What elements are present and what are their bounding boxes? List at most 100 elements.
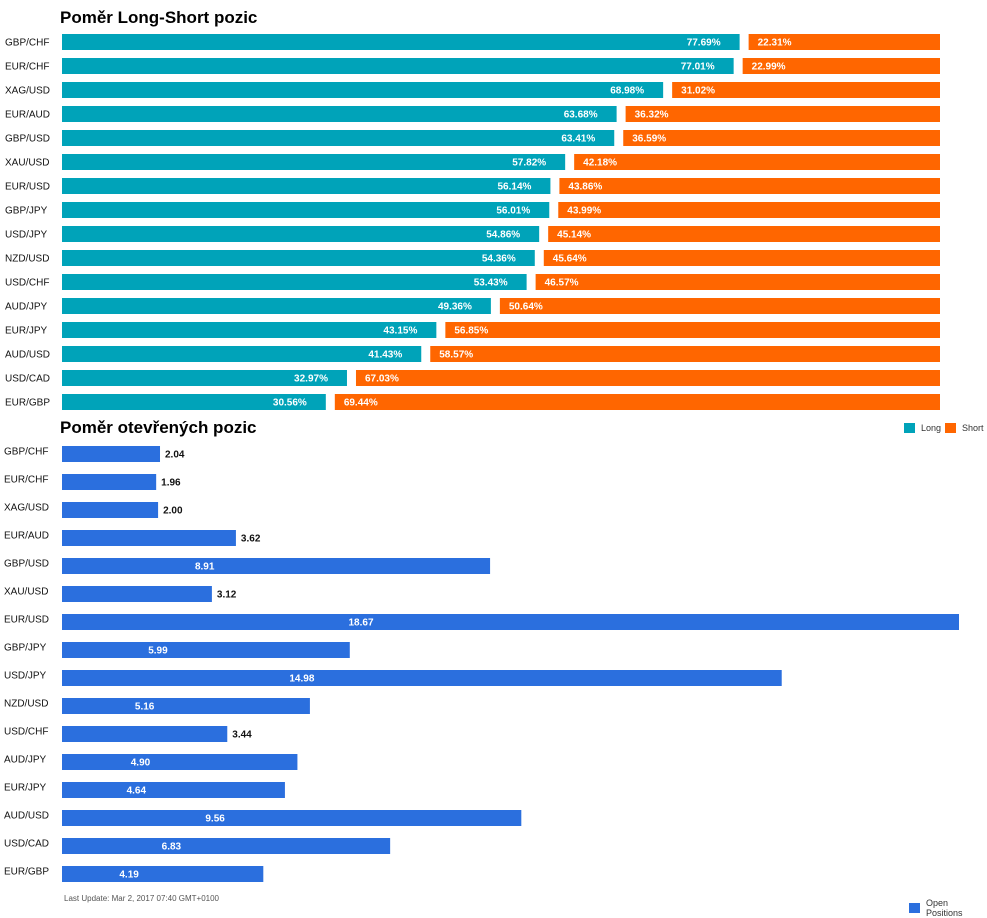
short-value-label-gbp-chf: 22.31%	[758, 38, 792, 49]
op-category-label-xag-usd: XAG/USD	[4, 503, 49, 514]
ls-category-label-xau-usd: XAU/USD	[5, 158, 49, 169]
long-bar-eur-jpy	[62, 322, 437, 338]
ls-category-label-xag-usd: XAG/USD	[5, 86, 50, 97]
short-bar-eur-usd	[559, 178, 940, 194]
ls-category-label-usd-chf: USD/CHF	[5, 278, 49, 289]
open-positions-bar-aud-jpy	[62, 754, 298, 770]
long-value-label-eur-jpy: 43.15%	[383, 326, 417, 337]
short-bar-gbp-chf	[748, 34, 940, 50]
open-positions-value-label-usd-jpy: 14.98	[289, 674, 314, 685]
long-bar-gbp-chf	[62, 34, 740, 50]
ls-category-label-eur-usd: EUR/USD	[5, 182, 50, 193]
open-positions-bar-gbp-chf	[62, 446, 161, 462]
short-bar-aud-usd	[430, 346, 940, 362]
short-value-label-eur-usd: 43.86%	[568, 182, 602, 193]
open-positions-bar-eur-chf	[62, 474, 157, 490]
open-positions-bar-xau-usd	[62, 586, 212, 602]
ls-category-label-eur-chf: EUR/CHF	[5, 62, 49, 73]
long-bar-eur-chf	[62, 58, 734, 74]
open-positions-value-label-usd-chf: 3.44	[232, 730, 252, 741]
open-positions-value-label-xag-usd: 2.00	[163, 506, 183, 517]
open-positions-value-label-xau-usd: 3.12	[217, 590, 237, 601]
legend-long-swatch	[904, 423, 915, 433]
op-category-label-eur-gbp: EUR/GBP	[4, 867, 49, 878]
open-positions-value-label-aud-jpy: 4.90	[131, 758, 151, 769]
op-category-label-gbp-chf: GBP/CHF	[4, 447, 48, 458]
open-positions-value-label-gbp-chf: 2.04	[165, 450, 185, 461]
long-bar-gbp-jpy	[62, 202, 550, 218]
open-positions-bar-eur-usd	[62, 614, 959, 630]
short-value-label-usd-jpy: 45.14%	[557, 230, 591, 241]
open-positions-value-label-eur-jpy: 4.64	[127, 786, 147, 797]
ls-category-label-gbp-jpy: GBP/JPY	[5, 206, 48, 217]
legend-open-positions: Open Positions	[909, 898, 987, 918]
op-category-label-aud-jpy: AUD/JPY	[4, 755, 47, 766]
legend-short: Short	[945, 423, 984, 433]
ls-category-label-eur-aud: EUR/AUD	[5, 110, 50, 121]
open-positions-bar-usd-jpy	[62, 670, 782, 686]
open-positions-bar-gbp-jpy	[62, 642, 350, 658]
long-value-label-eur-usd: 56.14%	[497, 182, 531, 193]
short-value-label-aud-usd: 58.57%	[439, 350, 473, 361]
short-value-label-eur-gbp: 69.44%	[344, 398, 378, 409]
open-positions-bar-eur-jpy	[62, 782, 285, 798]
long-value-label-eur-gbp: 30.56%	[273, 398, 307, 409]
short-value-label-xau-usd: 42.18%	[583, 158, 617, 169]
short-bar-gbp-jpy	[558, 202, 940, 218]
open-positions-value-label-eur-aud: 3.62	[241, 534, 261, 545]
op-category-label-nzd-usd: NZD/USD	[4, 699, 48, 710]
long-bar-usd-cad	[62, 370, 347, 386]
long-value-label-gbp-usd: 63.41%	[561, 134, 595, 145]
op-category-label-usd-chf: USD/CHF	[4, 727, 48, 738]
long-bar-xau-usd	[62, 154, 566, 170]
long-value-label-gbp-jpy: 56.01%	[496, 206, 530, 217]
short-bar-nzd-usd	[543, 250, 940, 266]
open-positions-bar-nzd-usd	[62, 698, 310, 714]
op-category-label-usd-jpy: USD/JPY	[4, 671, 47, 682]
legend-long-label: Long	[921, 423, 942, 433]
long-value-label-usd-cad: 32.97%	[294, 374, 328, 385]
open-positions-bar-aud-usd	[62, 810, 522, 826]
long-value-label-gbp-chf: 77.69%	[687, 38, 721, 49]
long-bar-aud-usd	[62, 346, 422, 362]
short-value-label-xag-usd: 31.02%	[681, 86, 715, 97]
short-value-label-usd-cad: 67.03%	[365, 374, 399, 385]
short-bar-eur-gbp	[334, 394, 941, 410]
ls-category-label-usd-cad: USD/CAD	[5, 374, 50, 385]
long-value-label-eur-aud: 63.68%	[564, 110, 598, 121]
open-positions-bar-eur-gbp	[62, 866, 264, 882]
open-positions-bar-eur-aud	[62, 530, 236, 546]
short-value-label-usd-chf: 46.57%	[545, 278, 579, 289]
short-bar-xau-usd	[574, 154, 940, 170]
ls-category-label-aud-usd: AUD/USD	[5, 350, 50, 361]
ls-category-label-aud-jpy: AUD/JPY	[5, 302, 48, 313]
short-value-label-gbp-jpy: 43.99%	[567, 206, 601, 217]
legend-short-label: Short	[962, 423, 984, 433]
long-value-label-xau-usd: 57.82%	[512, 158, 546, 169]
long-bar-xag-usd	[62, 82, 664, 98]
open-positions-value-label-gbp-usd: 8.91	[195, 562, 215, 573]
legend-open-swatch	[909, 903, 920, 913]
short-bar-eur-aud	[625, 106, 940, 122]
open-positions-bar-usd-chf	[62, 726, 228, 742]
open-positions-value-label-eur-gbp: 4.19	[119, 870, 139, 881]
long-value-label-aud-jpy: 49.36%	[438, 302, 472, 313]
op-category-label-eur-aud: EUR/AUD	[4, 531, 49, 542]
ls-category-label-nzd-usd: NZD/USD	[5, 254, 49, 265]
op-category-label-eur-usd: EUR/USD	[4, 615, 49, 626]
legend-short-swatch	[945, 423, 956, 433]
short-bar-usd-cad	[355, 370, 941, 386]
long-short-chart-title: Poměr Long-Short pozic	[60, 8, 258, 27]
long-bar-usd-chf	[62, 274, 527, 290]
long-bar-eur-gbp	[62, 394, 326, 410]
op-category-label-xau-usd: XAU/USD	[4, 587, 48, 598]
short-value-label-nzd-usd: 45.64%	[553, 254, 587, 265]
open-positions-value-label-usd-cad: 6.83	[162, 842, 182, 853]
ls-category-label-usd-jpy: USD/JPY	[5, 230, 48, 241]
ls-category-label-eur-gbp: EUR/GBP	[5, 398, 50, 409]
open-positions-value-label-eur-usd: 18.67	[348, 618, 373, 629]
short-bar-eur-chf	[742, 58, 940, 74]
ls-category-label-eur-jpy: EUR/JPY	[5, 326, 48, 337]
short-value-label-gbp-usd: 36.59%	[632, 134, 666, 145]
